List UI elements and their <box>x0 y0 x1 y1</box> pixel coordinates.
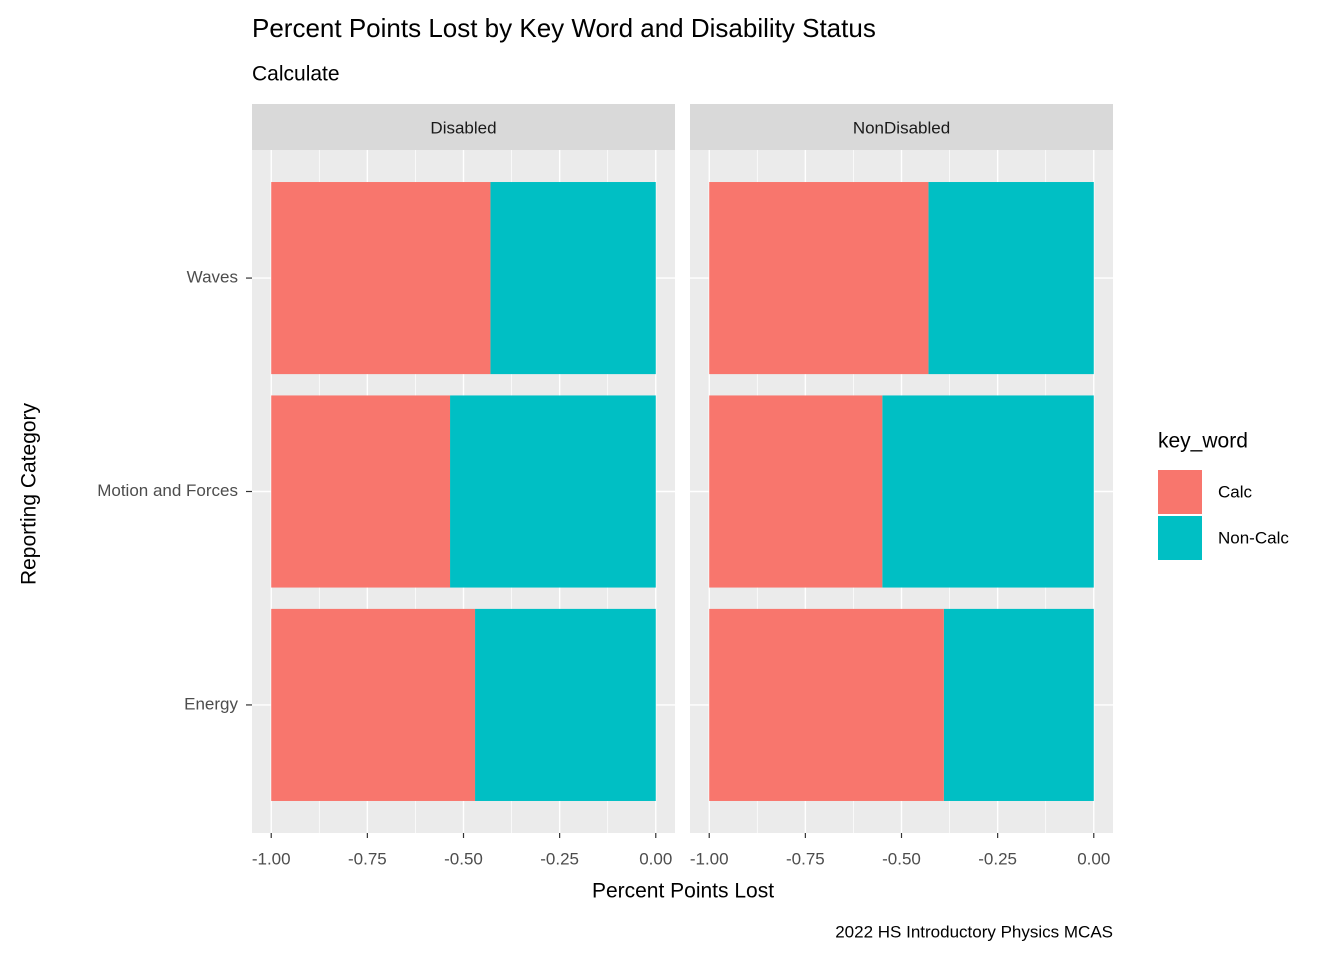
facet-label: Disabled <box>430 118 496 137</box>
x-tick-label: -0.25 <box>540 849 579 868</box>
chart-subtitle: Calculate <box>252 63 340 86</box>
bar <box>709 182 929 375</box>
x-tick-label: -0.50 <box>882 849 921 868</box>
legend-label: Calc <box>1218 482 1253 501</box>
bar <box>943 608 1094 801</box>
x-tick-label: 0.00 <box>1077 849 1110 868</box>
y-tick-label: Motion and Forces <box>97 481 238 500</box>
bar <box>271 608 476 801</box>
x-tick-label: -0.25 <box>978 849 1017 868</box>
bar <box>928 182 1094 375</box>
legend-key <box>1158 470 1202 514</box>
facet-strip <box>690 104 1113 150</box>
bar <box>882 395 1094 588</box>
x-tick-label: 0.00 <box>639 849 672 868</box>
bar <box>709 608 944 801</box>
y-axis-title: Reporting Category <box>18 402 41 585</box>
x-tick-label: -1.00 <box>252 849 291 868</box>
x-tick-label: -1.00 <box>690 849 729 868</box>
chart-title: Percent Points Lost by Key Word and Disa… <box>252 13 876 43</box>
facet-label: NonDisabled <box>853 118 950 137</box>
facet-strip <box>252 104 675 150</box>
bar <box>271 182 491 375</box>
caption: 2022 HS Introductory Physics MCAS <box>835 922 1113 941</box>
x-axis-title: Percent Points Lost <box>592 880 774 903</box>
y-tick-label: Energy <box>184 694 238 713</box>
legend-label: Non-Calc <box>1218 528 1289 547</box>
x-tick-label: -0.50 <box>444 849 483 868</box>
bar <box>450 395 656 588</box>
legend-title: key_word <box>1158 430 1248 453</box>
x-tick-label: -0.75 <box>348 849 387 868</box>
bar <box>490 182 656 375</box>
legend-key <box>1158 516 1202 560</box>
bar <box>475 608 656 801</box>
x-tick-label: -0.75 <box>786 849 825 868</box>
bar <box>271 395 451 588</box>
bar <box>709 395 883 588</box>
y-tick-label: Waves <box>187 268 238 287</box>
